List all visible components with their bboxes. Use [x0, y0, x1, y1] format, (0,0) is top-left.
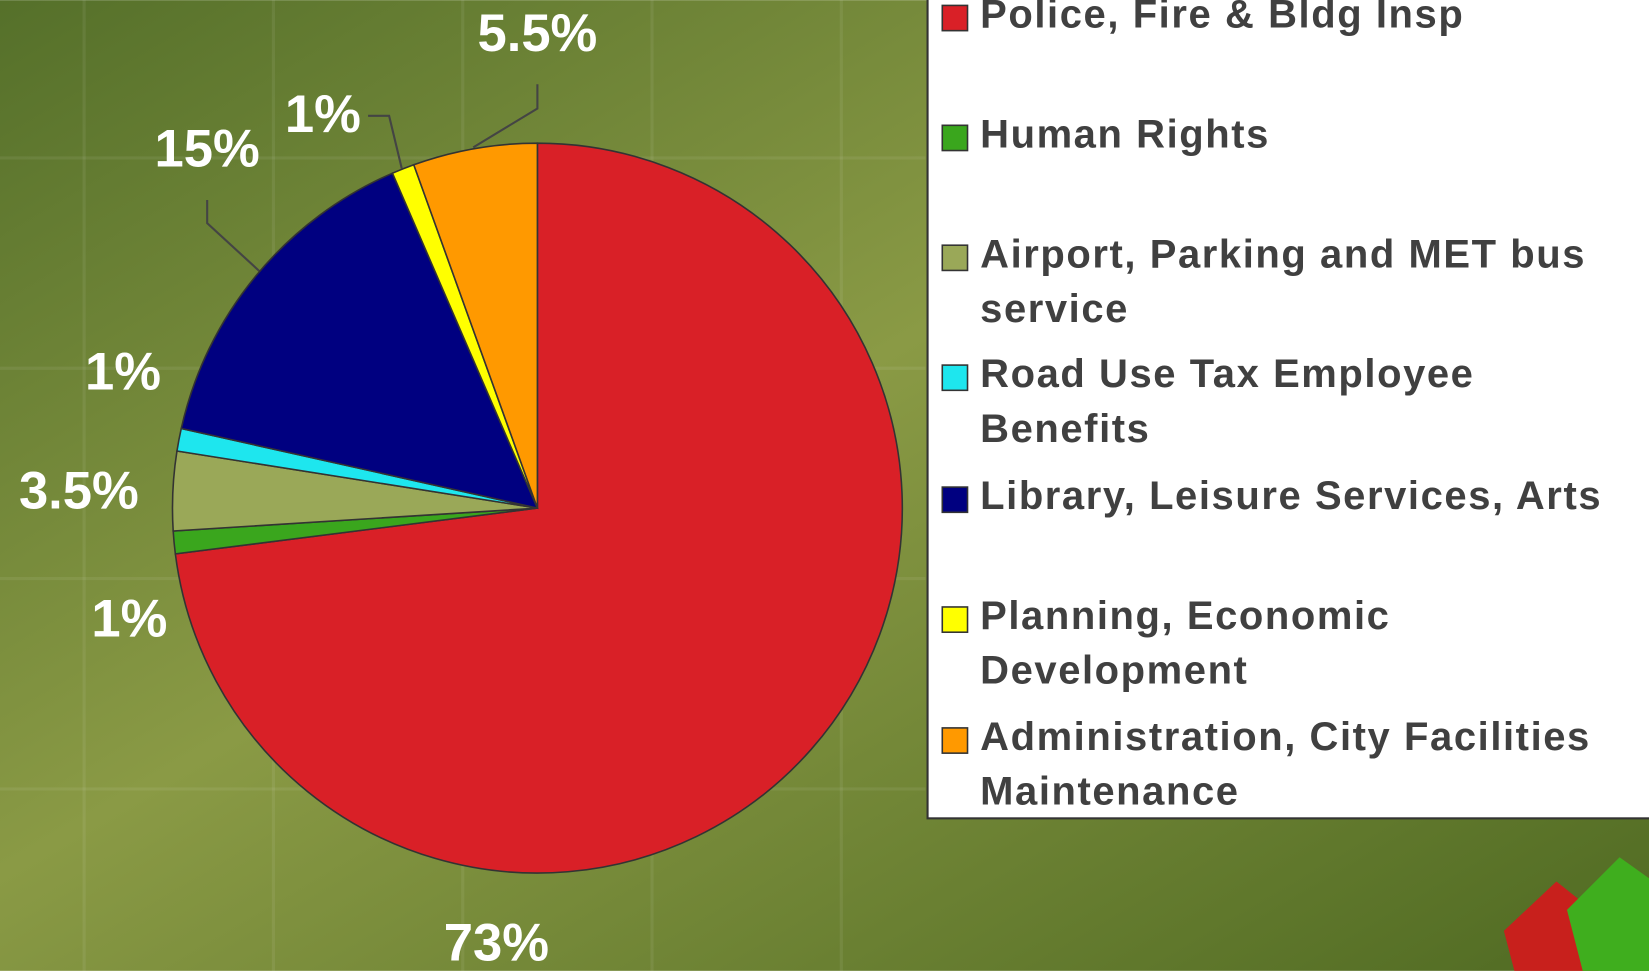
legend-swatch — [941, 244, 969, 272]
legend-label: Library, Leisure Services, Arts — [980, 474, 1603, 519]
legend-swatch — [941, 606, 969, 633]
legend-label: Road Use Tax Employee Benefits — [980, 352, 1475, 452]
leader-lines — [206, 84, 539, 273]
house-icons — [1503, 857, 1649, 971]
legend-label: Administration, City Facilities Maintena… — [980, 715, 1591, 815]
pie-slice — [412, 142, 539, 509]
data-label: 5.5% — [477, 4, 597, 63]
data-label: 15% — [155, 120, 260, 179]
legend-label: Airport, Parking and MET bus service — [980, 232, 1587, 332]
legend-label: Planning, Economic Development — [980, 594, 1391, 694]
legend-label: Police, Fire & Bldg Insp — [980, 0, 1465, 37]
legend: Police, Fire & Bldg Insp Human Rights Airp… — [941, 0, 1603, 815]
legend-entry: Planning, Economic Development — [980, 594, 1391, 694]
legend-entry: Human Rights — [980, 112, 1270, 157]
legend-swatch — [941, 727, 969, 754]
legend-entry: Airport, Parking and MET bus service — [980, 232, 1587, 332]
legend-entry: Administration, City Facilities Maintena… — [980, 715, 1591, 815]
legend-entry: Road Use Tax Employee Benefits — [980, 352, 1475, 452]
legend-entry: Library, Leisure Services, Arts — [980, 474, 1603, 519]
pie — [171, 142, 904, 874]
data-label: 73% — [444, 914, 549, 971]
legend-entry: Police, Fire & Bldg Insp — [980, 0, 1465, 37]
data-label: 1% — [285, 85, 361, 144]
pie-slice — [180, 172, 539, 510]
data-label: 3.5% — [19, 461, 139, 520]
legend-swatch — [941, 486, 969, 514]
legend-swatch — [941, 364, 969, 392]
data-label: 1% — [91, 590, 167, 649]
legend-box — [926, 0, 1649, 820]
legend-swatch — [941, 124, 969, 152]
legend-label: Human Rights — [980, 112, 1270, 157]
labels: 73% 1% 3.5% 1% 15% 1% 5.5% — [19, 4, 597, 971]
legend-swatch — [941, 4, 969, 32]
data-label: 1% — [85, 342, 161, 401]
pie-slice — [174, 142, 904, 874]
